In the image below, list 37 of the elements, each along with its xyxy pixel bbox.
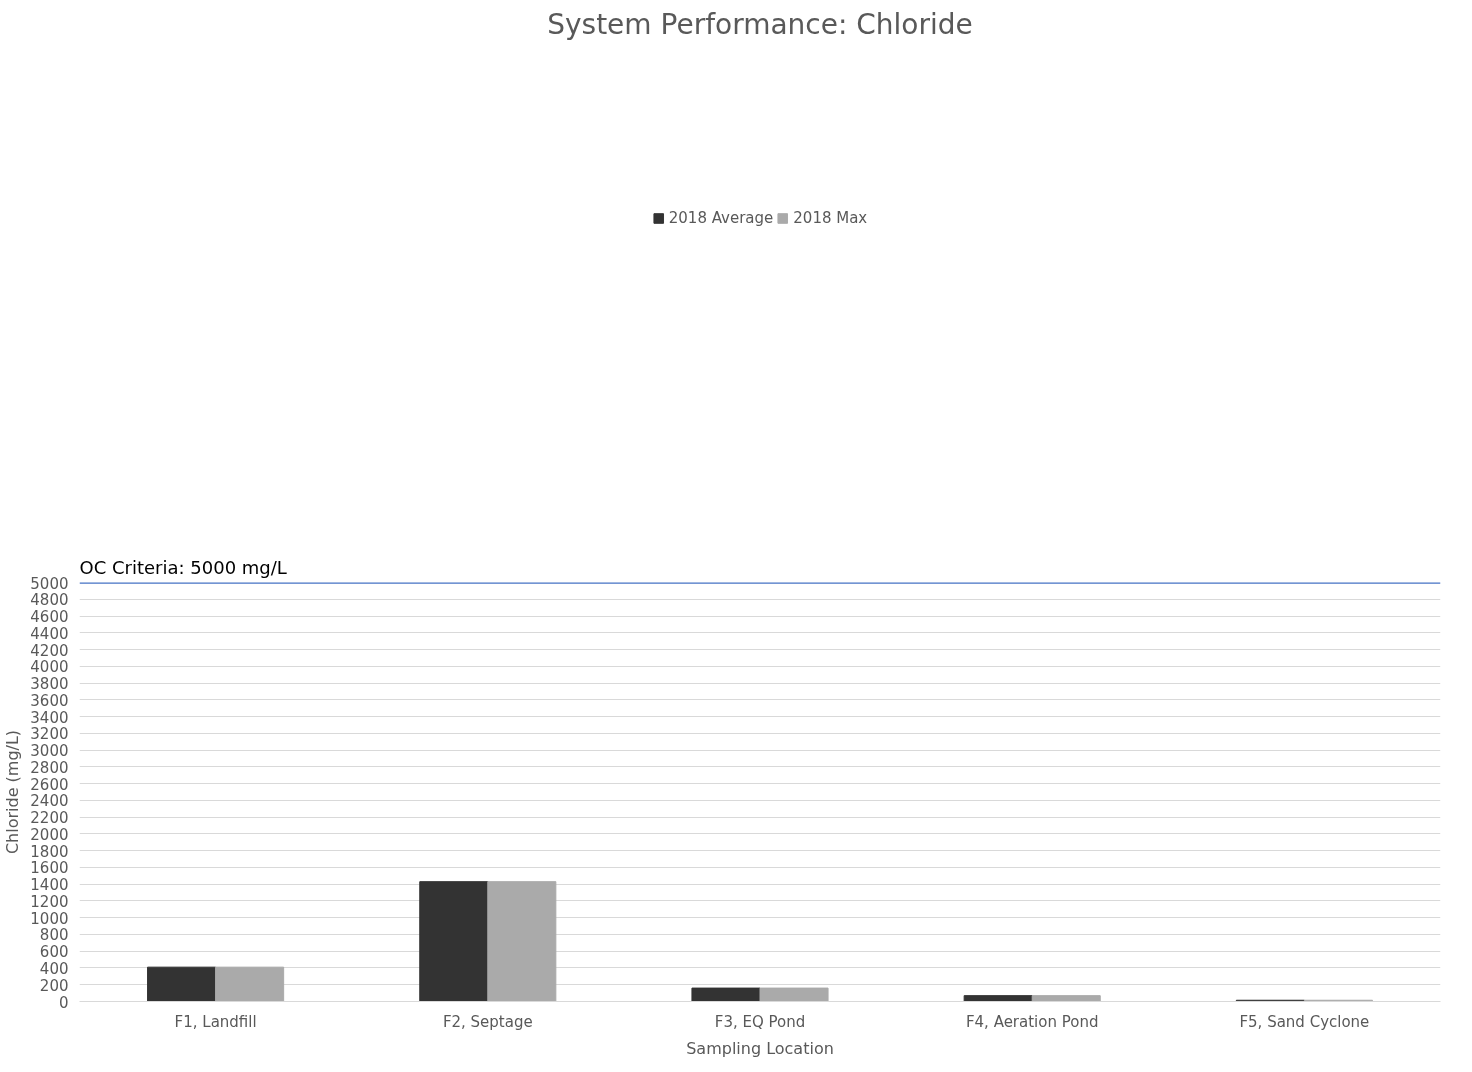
y-tick-label: 1400	[30, 876, 69, 895]
y-tick-label: 4800	[30, 591, 69, 610]
x-tick-label: F2, Septage	[442, 1012, 533, 1031]
y-tick-label: 2000	[30, 825, 69, 844]
y-tick-label: 3800	[30, 675, 69, 694]
y-tick-label: 5000	[30, 574, 69, 593]
legend-label: 2018 Average	[668, 209, 774, 227]
y-tick-label: 600	[39, 943, 69, 962]
y-tick-label: 4000	[30, 658, 69, 677]
x-tick-label: F1, Landfill	[174, 1012, 257, 1031]
legend-label: 2018 Max	[793, 209, 868, 227]
chart-title: System Performance: Chloride	[547, 7, 973, 41]
y-tick-label: 800	[39, 926, 69, 945]
x-tick-label: F4, Aeration Pond	[965, 1012, 1099, 1031]
y-tick-label: 2200	[30, 809, 69, 828]
y-tick-label: 400	[39, 959, 69, 978]
ref-line-label: OC Criteria: 5000 mg/L	[79, 556, 287, 578]
y-tick-label: 1600	[30, 859, 69, 878]
y-axis-title: Chloride (mg/L)	[3, 729, 23, 855]
y-tick-label: 4200	[30, 641, 69, 660]
y-tick-label: 2800	[30, 758, 69, 777]
y-tick-label: 4600	[30, 608, 69, 627]
y-tick-label: 3400	[30, 708, 69, 727]
y-tick-label: 3000	[30, 742, 69, 761]
y-tick-label: 3200	[30, 725, 69, 744]
y-tick-label: 200	[39, 976, 69, 995]
y-tick-label: 3600	[30, 691, 69, 710]
y-tick-label: 1000	[30, 909, 69, 928]
y-tick-label: 1200	[30, 892, 69, 911]
y-tick-label: 2400	[30, 792, 69, 811]
y-tick-label: 1800	[30, 842, 69, 861]
x-axis-title: Sampling Location	[686, 1038, 834, 1058]
y-tick-label: 0	[58, 993, 69, 1012]
x-tick-label: F3, EQ Pond	[714, 1012, 806, 1031]
y-tick-label: 2600	[30, 775, 69, 794]
x-tick-label: F5, Sand Cyclone	[1239, 1012, 1370, 1031]
y-tick-label: 4400	[30, 624, 69, 643]
